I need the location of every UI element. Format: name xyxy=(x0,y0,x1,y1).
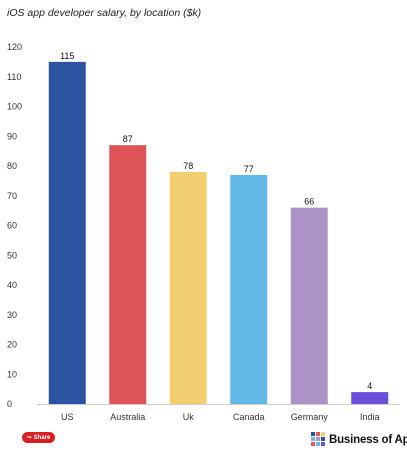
y-axis: 0 10 20 30 40 50 60 70 80 90 100 110 120 xyxy=(7,42,22,409)
x-tick-label: Germany xyxy=(291,412,329,422)
bars: 115 87 78 77 66 4 xyxy=(48,51,389,405)
y-tick-label: 120 xyxy=(7,42,22,52)
bar-uk xyxy=(169,171,207,404)
share-label: Share xyxy=(33,434,51,441)
data-label: 4 xyxy=(367,381,372,391)
x-tick-label: Canada xyxy=(233,412,265,422)
y-tick-label: 110 xyxy=(7,72,21,82)
y-tick-label: 0 xyxy=(7,399,12,409)
business-of-apps-logo-icon xyxy=(311,432,325,446)
share-icon: ↪ xyxy=(26,434,32,441)
brand-logo: Business of Apps xyxy=(311,432,407,447)
y-tick-label: 100 xyxy=(7,102,22,112)
bar-us xyxy=(48,61,86,404)
data-label: 66 xyxy=(304,197,314,207)
bar-germany xyxy=(290,207,328,404)
y-tick-label: 50 xyxy=(7,250,17,260)
y-tick-label: 70 xyxy=(7,191,17,201)
y-tick-label: 30 xyxy=(7,310,17,320)
data-label: 87 xyxy=(123,134,133,144)
y-tick-label: 10 xyxy=(7,369,17,379)
bar-india xyxy=(351,392,389,404)
share-button[interactable]: ↪ Share xyxy=(22,432,55,443)
y-tick-label: 20 xyxy=(7,340,17,350)
x-tick-label: India xyxy=(360,412,380,422)
y-tick-label: 90 xyxy=(7,131,17,141)
x-tick-label: Uk xyxy=(183,412,194,422)
data-label: 78 xyxy=(183,161,193,171)
y-tick-label: 80 xyxy=(7,161,17,171)
bar-canada xyxy=(230,174,268,404)
data-label: 77 xyxy=(244,164,254,174)
chart-title: iOS app developer salary, by location ($… xyxy=(7,7,202,19)
bar-australia xyxy=(109,145,147,405)
x-tick-label: US xyxy=(61,412,74,422)
x-axis: US Australia Uk Canada Germany India xyxy=(37,404,400,422)
x-tick-label: Australia xyxy=(110,412,145,422)
brand-name: Business of Apps xyxy=(329,433,407,446)
data-label: 115 xyxy=(60,51,74,61)
y-tick-label: 40 xyxy=(7,280,17,290)
y-tick-label: 60 xyxy=(7,221,17,231)
